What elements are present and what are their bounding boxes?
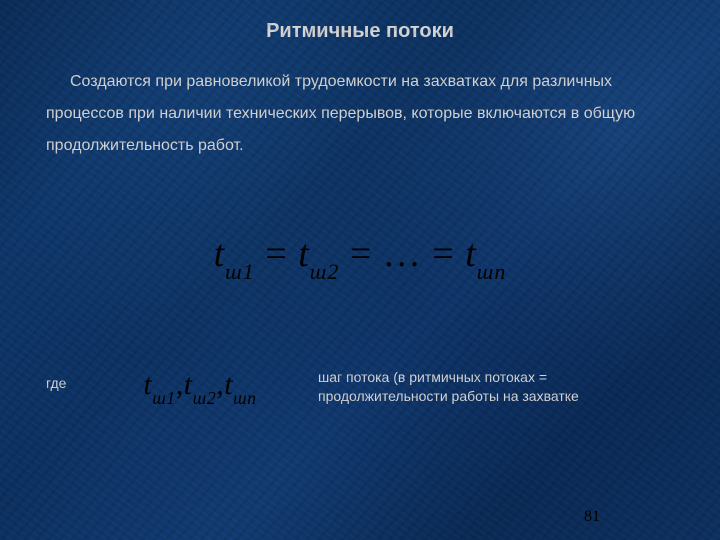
body-paragraph: Создаются при равновеликой трудоемкости …	[46, 66, 674, 162]
slide-title: Ритмичные потоки	[0, 20, 720, 43]
equation-terms-list: tш1,tш2,tшn	[100, 368, 300, 406]
slide: Ритмичные потоки Создаются при равновели…	[0, 0, 720, 540]
equation-main: tш1 = tш2 = … = tшn	[0, 232, 720, 281]
where-label: где	[46, 375, 100, 391]
where-row: где tш1,tш2,tшn шаг потока (в ритмичных …	[46, 368, 674, 406]
where-description: шаг потока (в ритмичных потоках = продол…	[318, 368, 638, 406]
page-number: 81	[584, 508, 600, 526]
